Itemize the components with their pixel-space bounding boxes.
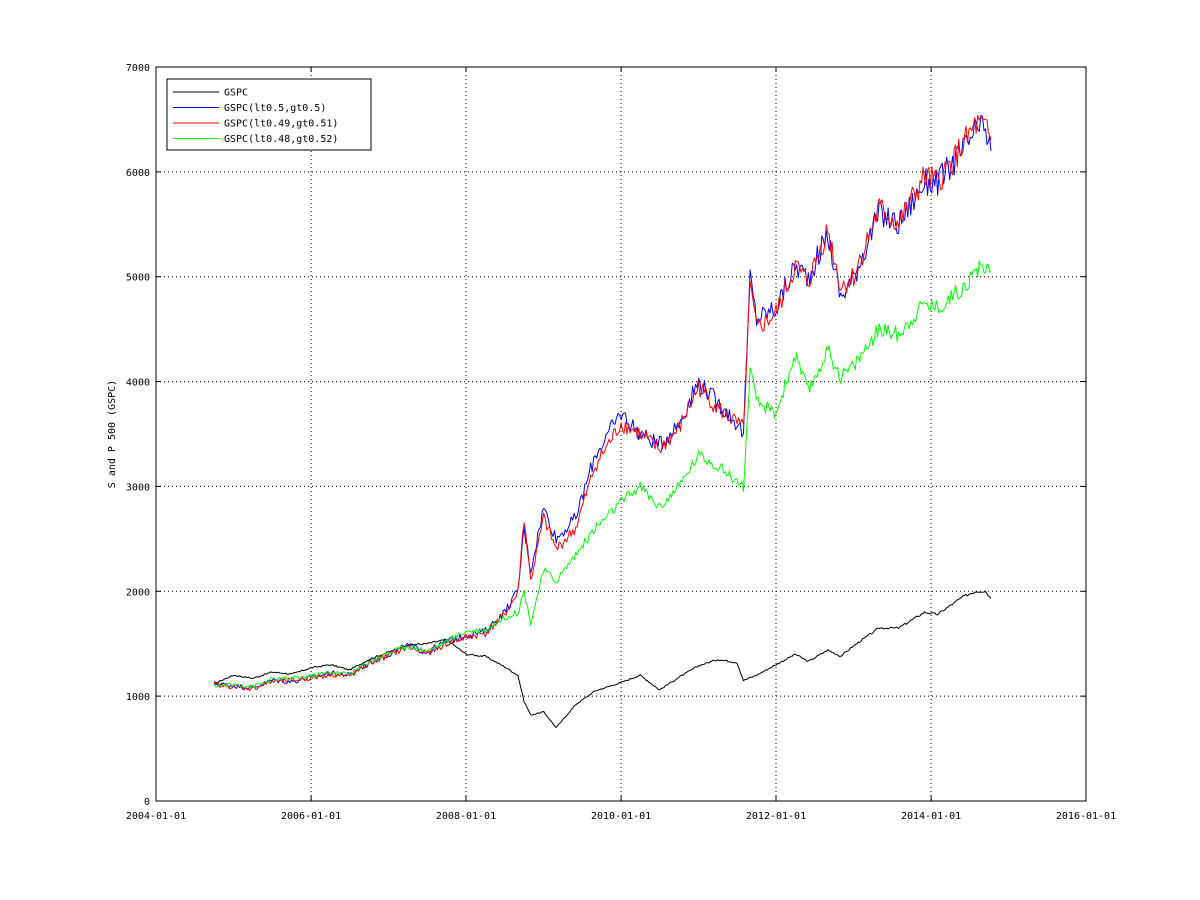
y-tick-label: 6000 [126,168,150,179]
x-tick-label: 2012-01-01 [746,811,806,822]
x-tick-label: 2006-01-01 [281,811,341,822]
legend-label: GSPC [224,88,248,99]
series-line-3 [213,114,992,692]
grid-lines [156,67,1086,801]
x-tick-label: 2004-01-01 [126,811,186,822]
y-tick-label: 7000 [126,63,150,74]
legend: GSPC GSPC(lt0.5,gt0.5) GSPC(lt0.49,gt0.51)… [166,78,372,151]
x-tick-label: 2008-01-01 [436,811,496,822]
y-tick-label: 1000 [126,692,150,703]
legend-label: GSPC(lt0.49,gt0.51) [224,119,338,130]
legend-label: GSPC(lt0.48,gt0.52) [224,134,338,145]
series-line-4 [213,260,992,689]
y-axis-label: S and P 500 (GSPC) [107,380,118,488]
y-tick-label: 5000 [126,273,150,284]
y-tick-label: 2000 [126,587,150,598]
legend-label: GSPC(lt0.5,gt0.5) [224,103,326,114]
x-tick-label: 2010-01-01 [591,811,651,822]
x-tick-label: 2014-01-01 [901,811,961,822]
series-layer [213,114,992,728]
y-tick-label: 3000 [126,482,150,493]
y-tick-label: 0 [144,797,150,808]
x-tick-label: 2016-01-01 [1056,811,1116,822]
series-line-1 [213,590,992,728]
y-tick-label: 4000 [126,378,150,389]
axis-ticks: 2004-01-01 2006-01-01 2008-01-01 2010-01-01… [126,63,1116,822]
